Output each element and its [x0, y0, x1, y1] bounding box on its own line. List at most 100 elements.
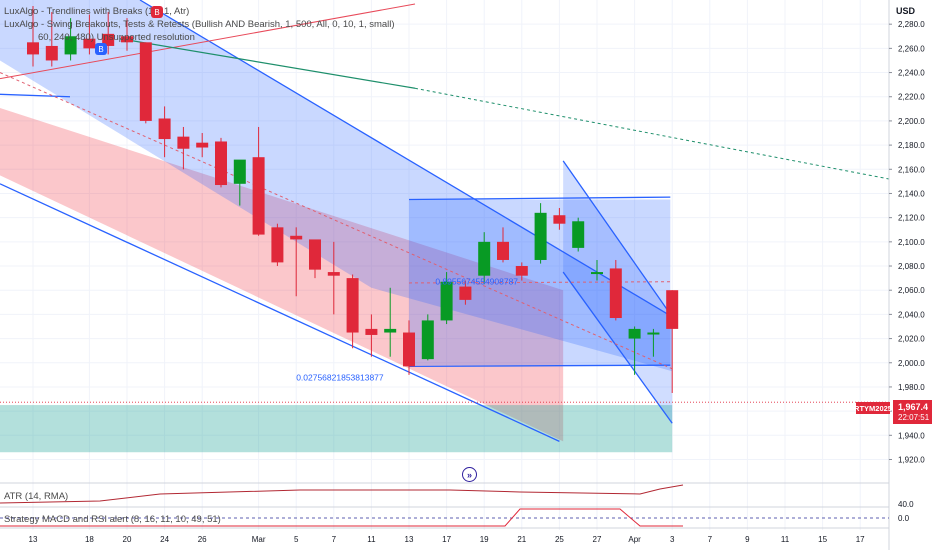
scroll-to-realtime-button[interactable]: » — [462, 467, 477, 482]
time-tick-label: 9 — [745, 535, 750, 544]
time-tick-label: 20 — [123, 535, 132, 544]
candle-down — [666, 290, 679, 329]
midline-dashed — [0, 72, 673, 370]
candle-up — [591, 272, 603, 275]
candle-down — [497, 241, 509, 260]
time-tick-label: 18 — [85, 535, 94, 544]
candle-down — [102, 33, 115, 46]
channel-line — [408, 364, 671, 368]
candle-down — [121, 36, 133, 43]
atr-line — [0, 484, 684, 504]
time-tick-label: 13 — [405, 535, 414, 544]
last-price-box: 1,967.4 22:07:51 — [893, 400, 932, 424]
candle-down — [215, 141, 227, 186]
price-tick-label: 2,060.0 — [898, 286, 925, 295]
currency-label[interactable]: USD — [896, 6, 916, 16]
candle-up — [421, 320, 434, 360]
candle-down — [271, 227, 284, 263]
price-tick-label: 1,920.0 — [898, 455, 925, 464]
candle-up — [572, 221, 585, 248]
symbol-tag: RTYM2025 — [854, 402, 892, 414]
channel-line — [139, 0, 673, 318]
price-tick-label: 1,940.0 — [898, 431, 925, 440]
time-tick-label: 11 — [367, 535, 376, 544]
candle-down — [459, 286, 472, 300]
candle-down — [252, 157, 265, 235]
strategy-axis-label: 0.0 — [898, 514, 910, 523]
candle-down — [196, 142, 209, 148]
candle-up — [534, 212, 547, 260]
candle-up — [628, 328, 641, 339]
candle-down — [177, 136, 190, 149]
candle-down — [158, 118, 171, 140]
time-tick-label: Mar — [252, 535, 266, 544]
price-tick-label: 2,040.0 — [898, 310, 925, 319]
time-tick-label: 25 — [555, 535, 564, 544]
candle-down — [27, 42, 39, 55]
signal-badge-blue: B — [95, 43, 107, 55]
strategy-signal-line — [0, 508, 683, 527]
candle-down — [83, 38, 96, 49]
indicator-legend-resolution[interactable]: 60, 240, 480) Unsupported resolution — [38, 32, 195, 43]
candle-up — [384, 328, 397, 333]
candle-down — [609, 268, 622, 319]
price-tick-label: 2,280.0 — [898, 20, 925, 29]
price-tick-label: 2,140.0 — [898, 189, 925, 198]
candle-up — [478, 241, 491, 276]
red-trendline — [0, 3, 416, 80]
time-tick-label: 3 — [670, 535, 675, 544]
time-tick-label: 27 — [593, 535, 602, 544]
atr-axis-label: 40.0 — [898, 500, 914, 509]
price-tick-label: 2,200.0 — [898, 117, 925, 126]
price-tick-label: 1,980.0 — [898, 383, 925, 392]
time-tick-label: 7 — [332, 535, 337, 544]
indicator-legend-swing[interactable]: LuxAlgo - Swing Breakouts, Tests & Retes… — [4, 19, 395, 30]
bullish-channel-fill — [0, 0, 673, 372]
candle-down — [553, 215, 566, 224]
time-tick-label: 13 — [29, 535, 38, 544]
green-trendline-ext — [414, 87, 890, 180]
time-tick-label: 24 — [160, 535, 169, 544]
candle-up — [440, 281, 453, 321]
double-chevron-right-icon: » — [466, 469, 472, 480]
time-tick-label: 11 — [781, 535, 790, 544]
price-tick-label: 2,180.0 — [898, 141, 925, 150]
time-tick-label: 17 — [442, 535, 451, 544]
time-tick-label: 5 — [294, 535, 299, 544]
price-tick-label: 2,160.0 — [898, 165, 925, 174]
candle-up — [64, 36, 77, 55]
time-tick-label: 26 — [198, 535, 207, 544]
atr-pane-label[interactable]: ATR (14, RMA) — [4, 491, 69, 502]
candle-down — [365, 328, 378, 335]
channel-line — [562, 271, 673, 424]
price-tick-label: 2,120.0 — [898, 214, 925, 223]
candle-down — [309, 239, 321, 270]
channel-line — [408, 196, 671, 201]
strategy-pane-label[interactable]: Strategy MACD and RSI alert (8, 16, 11, … — [4, 514, 221, 525]
level-label: 0.8955674554908787 — [435, 277, 518, 287]
channel-line — [0, 93, 71, 98]
time-tick-label: Apr — [628, 535, 641, 544]
price-tick-label: 2,020.0 — [898, 335, 925, 344]
candle-down — [346, 278, 359, 333]
candle-down — [139, 42, 152, 121]
time-tick-label: 15 — [818, 535, 827, 544]
candle-down — [403, 332, 415, 367]
candle-down — [45, 45, 58, 61]
last-price: 1,967.4 — [898, 402, 929, 412]
indicator-legend-trendlines[interactable]: LuxAlgo - Trendlines with Breaks (14, 1,… — [4, 6, 190, 17]
price-tick-label: 2,080.0 — [898, 262, 925, 271]
level-dashed — [408, 281, 673, 284]
price-tick-label: 2,260.0 — [898, 44, 925, 53]
demand-zone — [0, 405, 673, 453]
time-tick-label: 21 — [517, 535, 526, 544]
bar-countdown: 22:07:51 — [898, 413, 930, 422]
time-tick-label: 17 — [856, 535, 865, 544]
price-tick-label: 2,100.0 — [898, 238, 925, 247]
candle-down — [515, 266, 528, 276]
candle-up — [233, 159, 246, 184]
green-trendline — [119, 38, 416, 89]
time-tick-label: 7 — [708, 535, 713, 544]
